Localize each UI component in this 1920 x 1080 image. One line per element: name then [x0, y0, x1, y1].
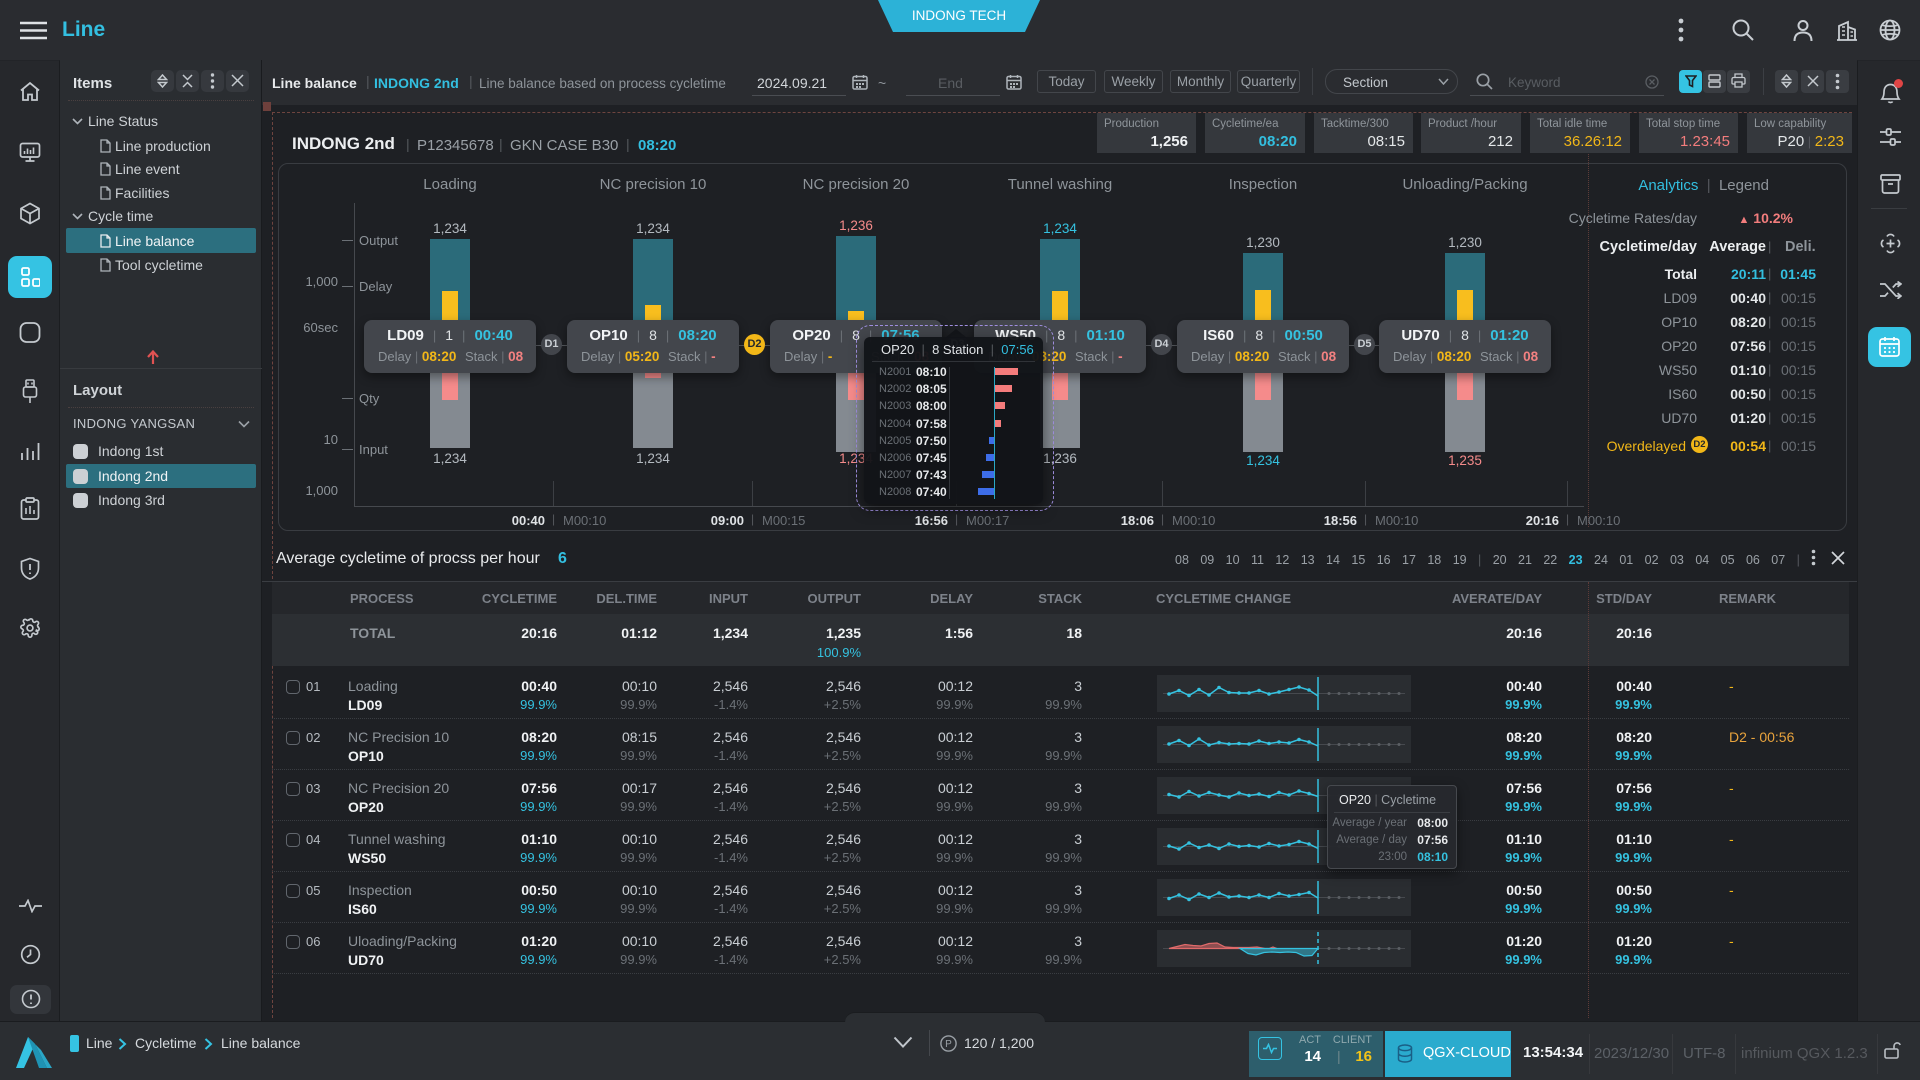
svg-text:P: P — [945, 1039, 952, 1050]
